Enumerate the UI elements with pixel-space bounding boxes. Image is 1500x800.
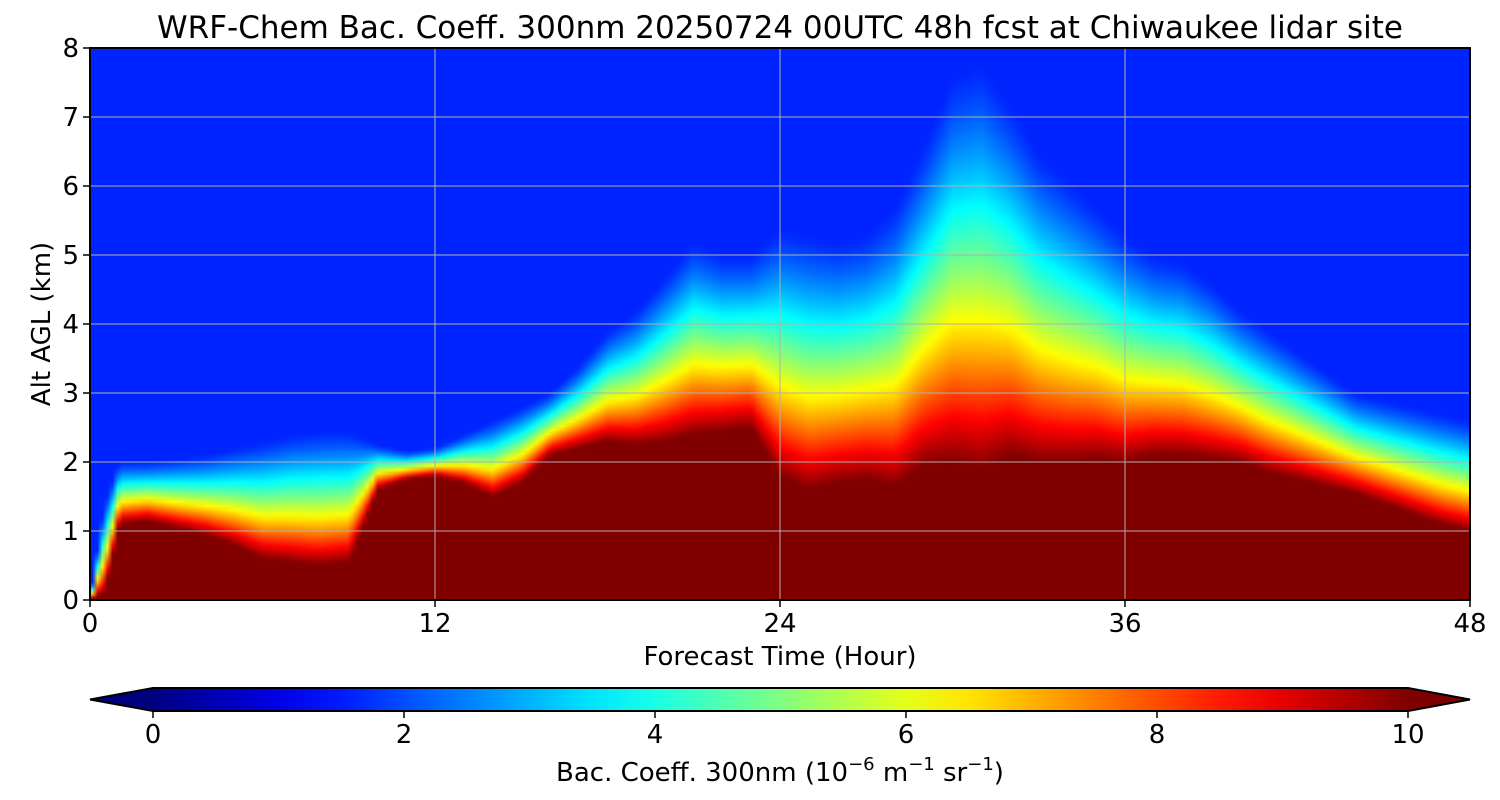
- colorbar: 0 2 4 6 8 10 Bac. Coeff. 300nm (10−6 m−1 sr−1…: [90, 688, 1470, 788]
- x-tick-label-1: 12: [418, 609, 451, 639]
- y-tick-label-1: 1: [62, 517, 79, 547]
- y-tick-label-3: 3: [62, 379, 79, 409]
- colorbar-gradient: [153, 688, 1408, 711]
- x-tick-label-3: 36: [1108, 609, 1141, 639]
- colorbar-label-exp1: −6: [848, 754, 875, 775]
- colorbar-label: Bac. Coeff. 300nm (10−6 m−1 sr−1): [556, 754, 1004, 788]
- x-tick-label-0: 0: [82, 609, 99, 639]
- colorbar-tick-label-1: 2: [396, 720, 413, 750]
- colorbar-extend-low: [90, 688, 153, 711]
- colorbar-extend-high: [1408, 688, 1470, 711]
- plot-area: [90, 48, 1470, 600]
- chart-title: WRF-Chem Bac. Coeff. 300nm 20250724 00UT…: [157, 10, 1403, 46]
- y-tick-label-7: 7: [62, 103, 79, 133]
- colorbar-ticks: 0 2 4 6 8 10: [145, 711, 1425, 750]
- y-tick-label-4: 4: [62, 310, 79, 340]
- y-tick-label-0: 0: [62, 586, 79, 616]
- y-tick-label-5: 5: [62, 241, 79, 271]
- colorbar-tick-label-2: 4: [647, 720, 664, 750]
- colorbar-label-exp2: −1: [908, 754, 935, 775]
- colorbar-label-mid2: sr: [935, 758, 968, 788]
- colorbar-label-mid: m: [875, 758, 909, 788]
- colorbar-tick-label-3: 6: [898, 720, 915, 750]
- colorbar-tick-label-5: 10: [1391, 720, 1424, 750]
- x-axis-label: Forecast Time (Hour): [643, 642, 916, 672]
- colorbar-tick-label-4: 8: [1149, 720, 1166, 750]
- y-tick-label-2: 2: [62, 448, 79, 478]
- x-tick-label-4: 48: [1453, 609, 1486, 639]
- x-tick-label-2: 24: [763, 609, 796, 639]
- y-tick-label-6: 6: [62, 172, 79, 202]
- y-axis-label: Alt AGL (km): [27, 242, 57, 406]
- y-tick-label-8: 8: [62, 34, 79, 64]
- colorbar-label-prefix: Bac. Coeff. 300nm (10: [556, 758, 848, 788]
- colorbar-tick-label-0: 0: [145, 720, 162, 750]
- y-axis: 0 1 2 3 4 5 6 7 8: [62, 34, 90, 616]
- colorbar-label-exp3: −1: [967, 754, 994, 775]
- x-axis: 0 12 24 36 48: [82, 600, 1487, 639]
- colorbar-label-suffix: ): [994, 758, 1004, 788]
- chart-figure: WRF-Chem Bac. Coeff. 300nm 20250724 00UT…: [0, 0, 1500, 800]
